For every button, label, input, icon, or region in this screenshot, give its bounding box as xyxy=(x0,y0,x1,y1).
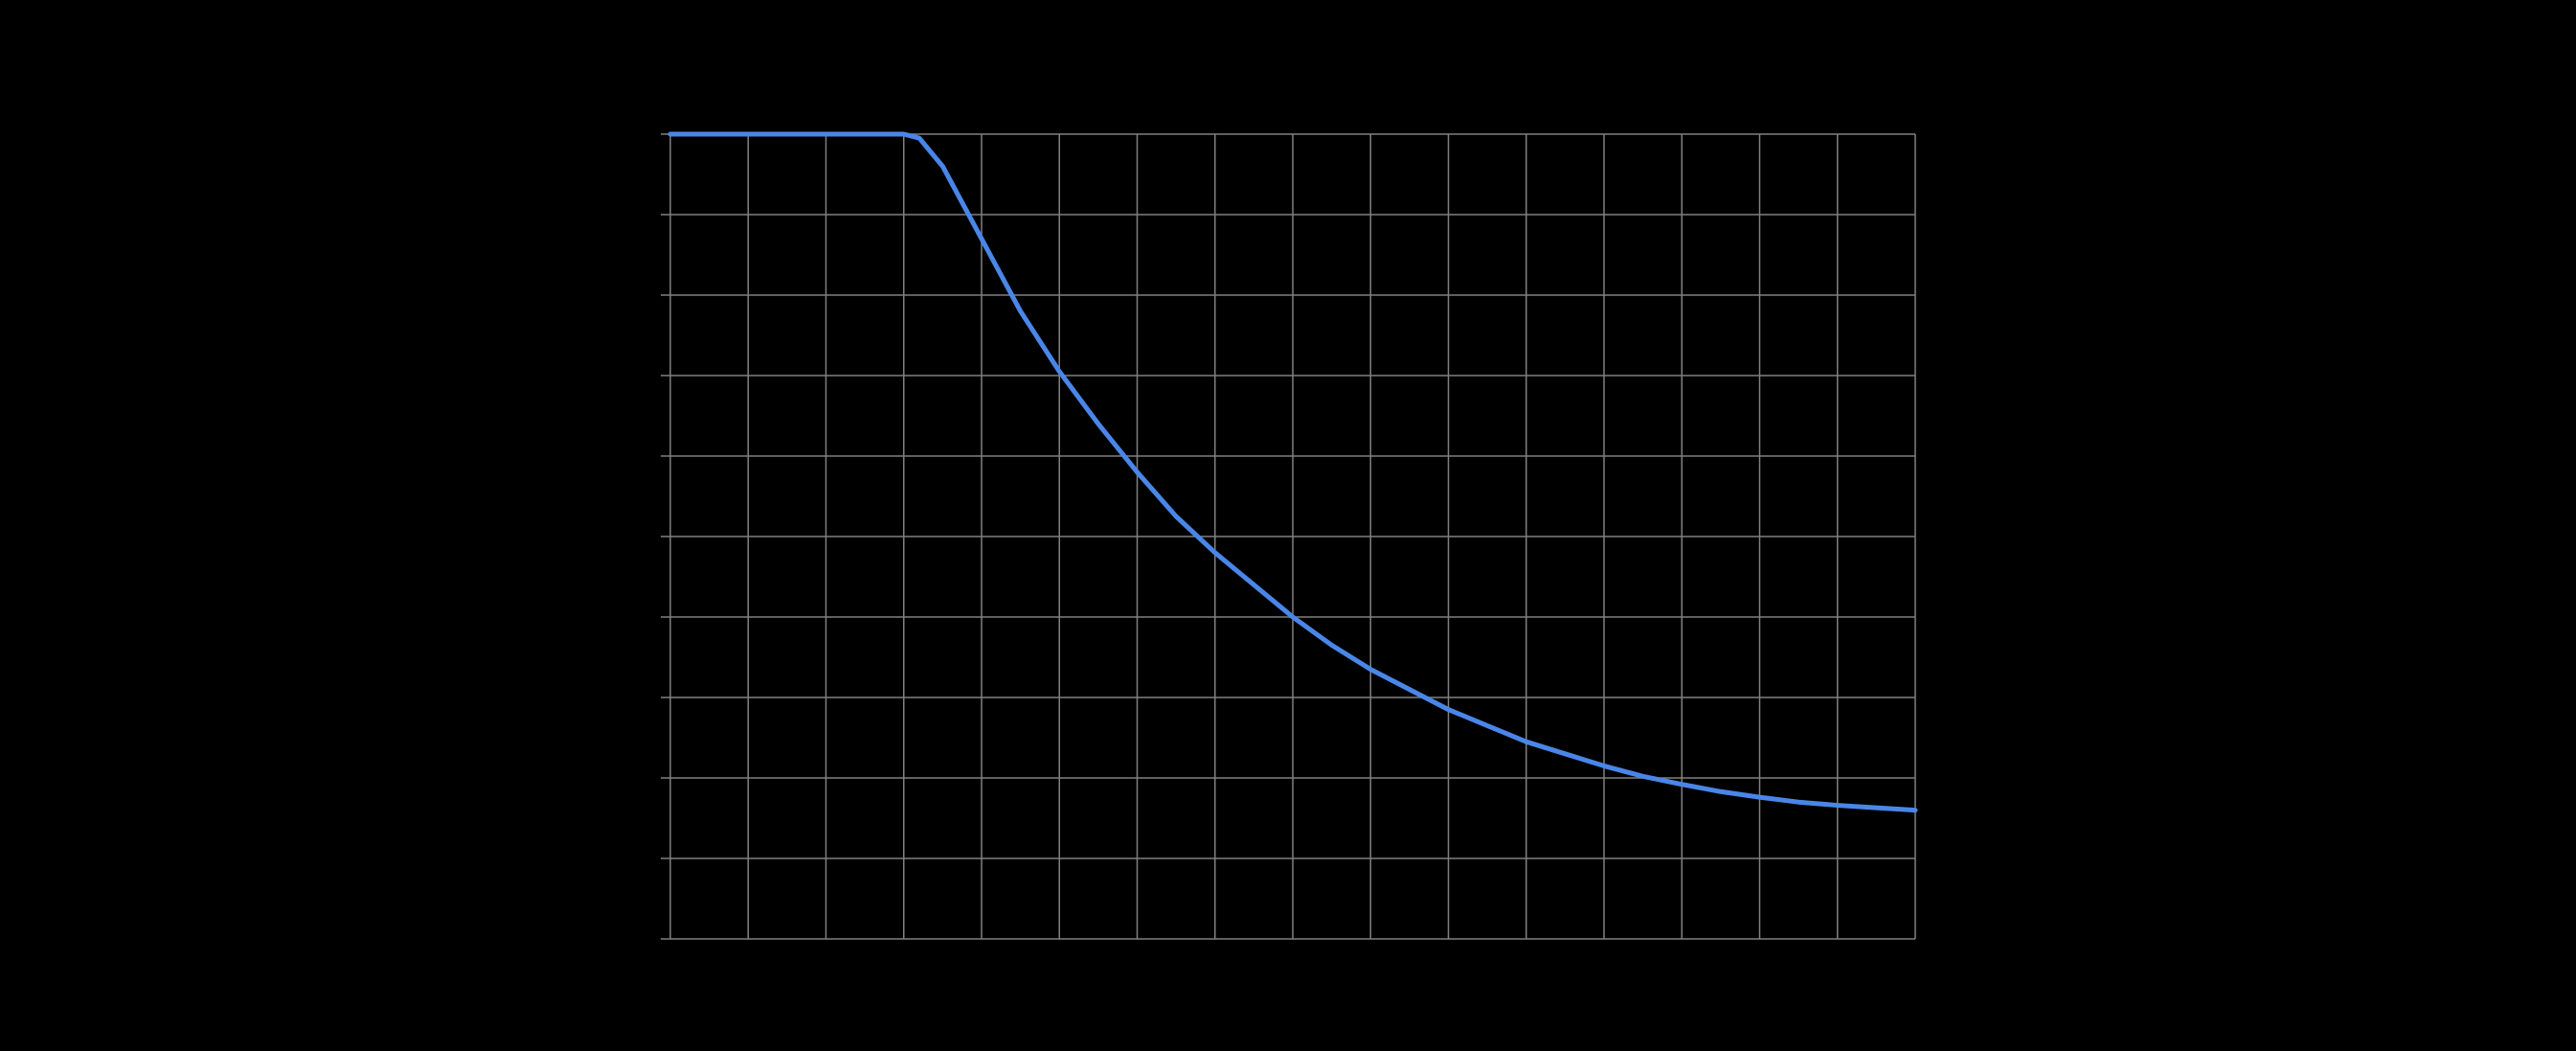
chart-svg xyxy=(0,0,2576,1051)
line-chart xyxy=(0,0,2576,1051)
